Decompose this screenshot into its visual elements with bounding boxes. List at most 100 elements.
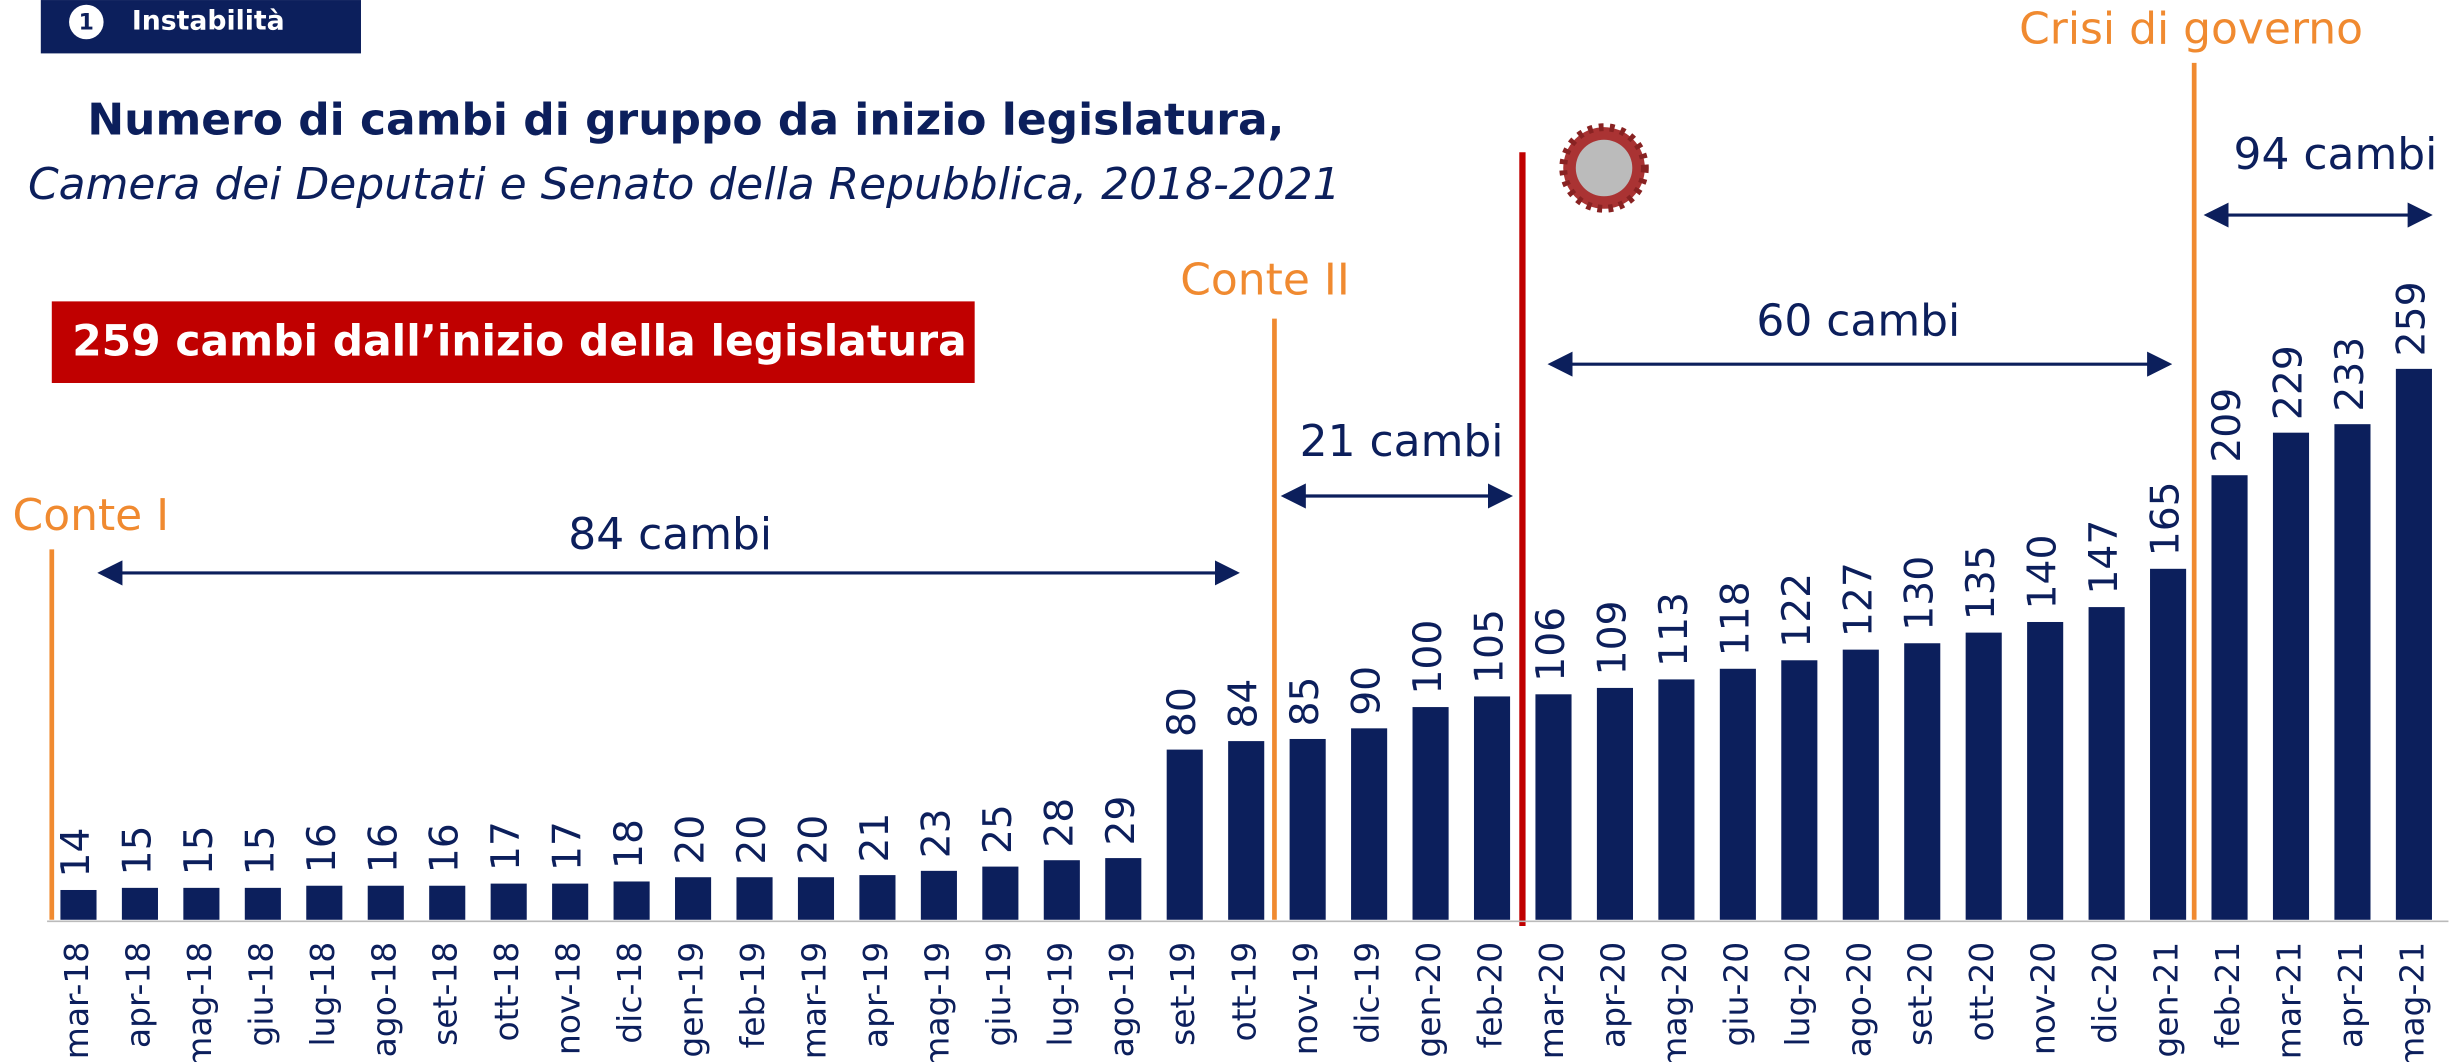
- value-label: 17: [484, 821, 529, 871]
- value-label: 147: [2082, 520, 2127, 595]
- bar: [613, 881, 650, 920]
- value-label: 140: [2021, 535, 2066, 610]
- bar: [490, 883, 527, 920]
- chart-subtitle: Camera dei Deputati e Senato della Repub…: [28, 159, 1341, 210]
- annotation: 21 cambi: [1300, 416, 1504, 467]
- x-tick-label: apr-18: [118, 942, 157, 1048]
- highlight-text: 259 cambi dall’inizio della legislatura: [72, 316, 967, 365]
- section: Instabilità: [132, 6, 285, 37]
- x-tick-label: mag-19: [917, 942, 956, 1062]
- bar: [2272, 432, 2310, 920]
- value-label: 259: [2389, 281, 2434, 356]
- bar: [367, 885, 404, 920]
- x-tick-label: giu-20: [1716, 942, 1755, 1047]
- bar: [1043, 860, 1080, 920]
- bar: [736, 877, 773, 920]
- bar: [920, 870, 957, 920]
- bar: [1719, 668, 1756, 920]
- x-tick-label: mar-20: [1532, 942, 1571, 1060]
- x-tick-label: nov-18: [549, 942, 588, 1055]
- bar: [2395, 368, 2432, 920]
- x-tick-label: set-20: [1901, 942, 1940, 1046]
- bar: [183, 887, 220, 920]
- x-tick-label: apr-19: [856, 942, 895, 1048]
- value-label: 106: [1529, 607, 1574, 682]
- x-tick-label: feb-19: [733, 942, 772, 1049]
- bar: [121, 887, 158, 920]
- value-label: 16: [300, 823, 345, 873]
- value-label: 15: [177, 825, 222, 875]
- x-tick-label: gen-20: [1409, 942, 1448, 1058]
- bar: [1535, 694, 1572, 920]
- x-tick-label: ott-18: [487, 942, 526, 1042]
- x-tick-label: set-18: [426, 942, 465, 1046]
- value-label: 84: [1222, 679, 1267, 729]
- x-tick-label: ago-20: [1839, 942, 1878, 1058]
- x-tick-label: giu-19: [979, 942, 1018, 1047]
- x-tick-label: gen-21: [2147, 942, 2186, 1058]
- bar: [2211, 475, 2248, 920]
- bar: [306, 885, 343, 920]
- value-label: 15: [238, 825, 283, 875]
- bar: [1596, 687, 1633, 920]
- x-tick-label: feb-21: [2208, 942, 2247, 1049]
- x-tick-label: giu-18: [241, 942, 280, 1047]
- highlight-box: [51, 301, 975, 383]
- bar: [1473, 696, 1511, 920]
- badge-circle: [69, 4, 104, 40]
- annotation: Conte II: [1180, 255, 1350, 306]
- bar: [60, 889, 97, 920]
- virus-core: [1575, 139, 1633, 197]
- value-label: 165: [2144, 481, 2189, 556]
- annotation: 94 cambi: [2234, 129, 2438, 180]
- bar: [1412, 707, 1449, 920]
- annotation: 60 cambi: [1756, 295, 1960, 346]
- value-label: 14: [54, 828, 99, 878]
- bar: [1166, 749, 1203, 920]
- bar: [797, 877, 835, 920]
- x-tick-label: mag-21: [2392, 942, 2431, 1062]
- bar: [1351, 728, 1388, 920]
- bar: [1105, 858, 1142, 920]
- value-label: 130: [1898, 556, 1943, 631]
- value-label: 25: [976, 804, 1021, 854]
- bar: [1658, 679, 1695, 920]
- x-tick-label: mar-21: [2269, 942, 2308, 1060]
- value-label: 20: [791, 815, 836, 865]
- x-tick-label: dic-18: [610, 942, 649, 1044]
- value-label: 135: [1959, 545, 2004, 620]
- x-tick-label: gen-19: [672, 942, 711, 1058]
- virus-icon: [1559, 123, 1649, 213]
- x-tick-label: apr-20: [1593, 942, 1632, 1048]
- value-label: 90: [1345, 666, 1390, 716]
- annotation: Conte I: [13, 490, 170, 541]
- value-label: 16: [361, 823, 406, 873]
- bar: [675, 877, 712, 920]
- x-tick-label: lug-18: [303, 942, 342, 1047]
- value-label: 105: [1468, 609, 1513, 684]
- x-tick-label: mar-19: [794, 942, 833, 1060]
- x-tick-label: mag-20: [1655, 942, 1694, 1062]
- value-label: 118: [1713, 581, 1758, 656]
- x-tick-label: lug-20: [1778, 942, 1817, 1047]
- value-label: 209: [2205, 388, 2250, 463]
- value-label: 16: [423, 823, 468, 873]
- x-tick-label: dic-19: [1348, 942, 1387, 1044]
- badge: 1: [79, 11, 94, 36]
- value-label: 113: [1652, 592, 1697, 667]
- annotation: Crisi di governo: [2019, 3, 2363, 54]
- bar: [859, 875, 896, 920]
- value-label: 229: [2266, 345, 2311, 420]
- bar: [1904, 643, 1941, 920]
- x-tick-label: nov-20: [2024, 942, 2063, 1055]
- bar: [552, 883, 589, 920]
- value-label: 29: [1099, 796, 1144, 846]
- bar: [1228, 741, 1265, 920]
- value-label: 15: [115, 825, 160, 875]
- bar: [2150, 568, 2187, 920]
- value-label: 20: [669, 815, 714, 865]
- x-tick-label: mar-18: [57, 942, 96, 1060]
- value-label: 109: [1590, 601, 1635, 676]
- value-label: 80: [1160, 687, 1205, 737]
